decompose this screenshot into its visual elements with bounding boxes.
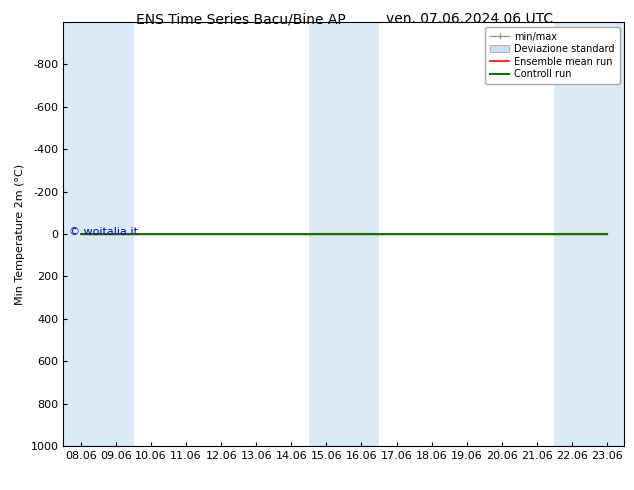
Text: ven. 07.06.2024 06 UTC: ven. 07.06.2024 06 UTC [385, 12, 553, 26]
Bar [554, 22, 590, 446]
Bar [63, 22, 98, 446]
Bar [309, 22, 344, 446]
Text: © woitalia.it: © woitalia.it [69, 227, 138, 237]
Text: ENS Time Series Bacu/Bine AP: ENS Time Series Bacu/Bine AP [136, 12, 346, 26]
Y-axis label: Min Temperature 2m (°C): Min Temperature 2m (°C) [15, 163, 25, 305]
Bar [98, 22, 134, 446]
Bar [590, 22, 624, 446]
Bar [344, 22, 379, 446]
Legend: min/max, Deviazione standard, Ensemble mean run, Controll run: min/max, Deviazione standard, Ensemble m… [485, 27, 619, 84]
